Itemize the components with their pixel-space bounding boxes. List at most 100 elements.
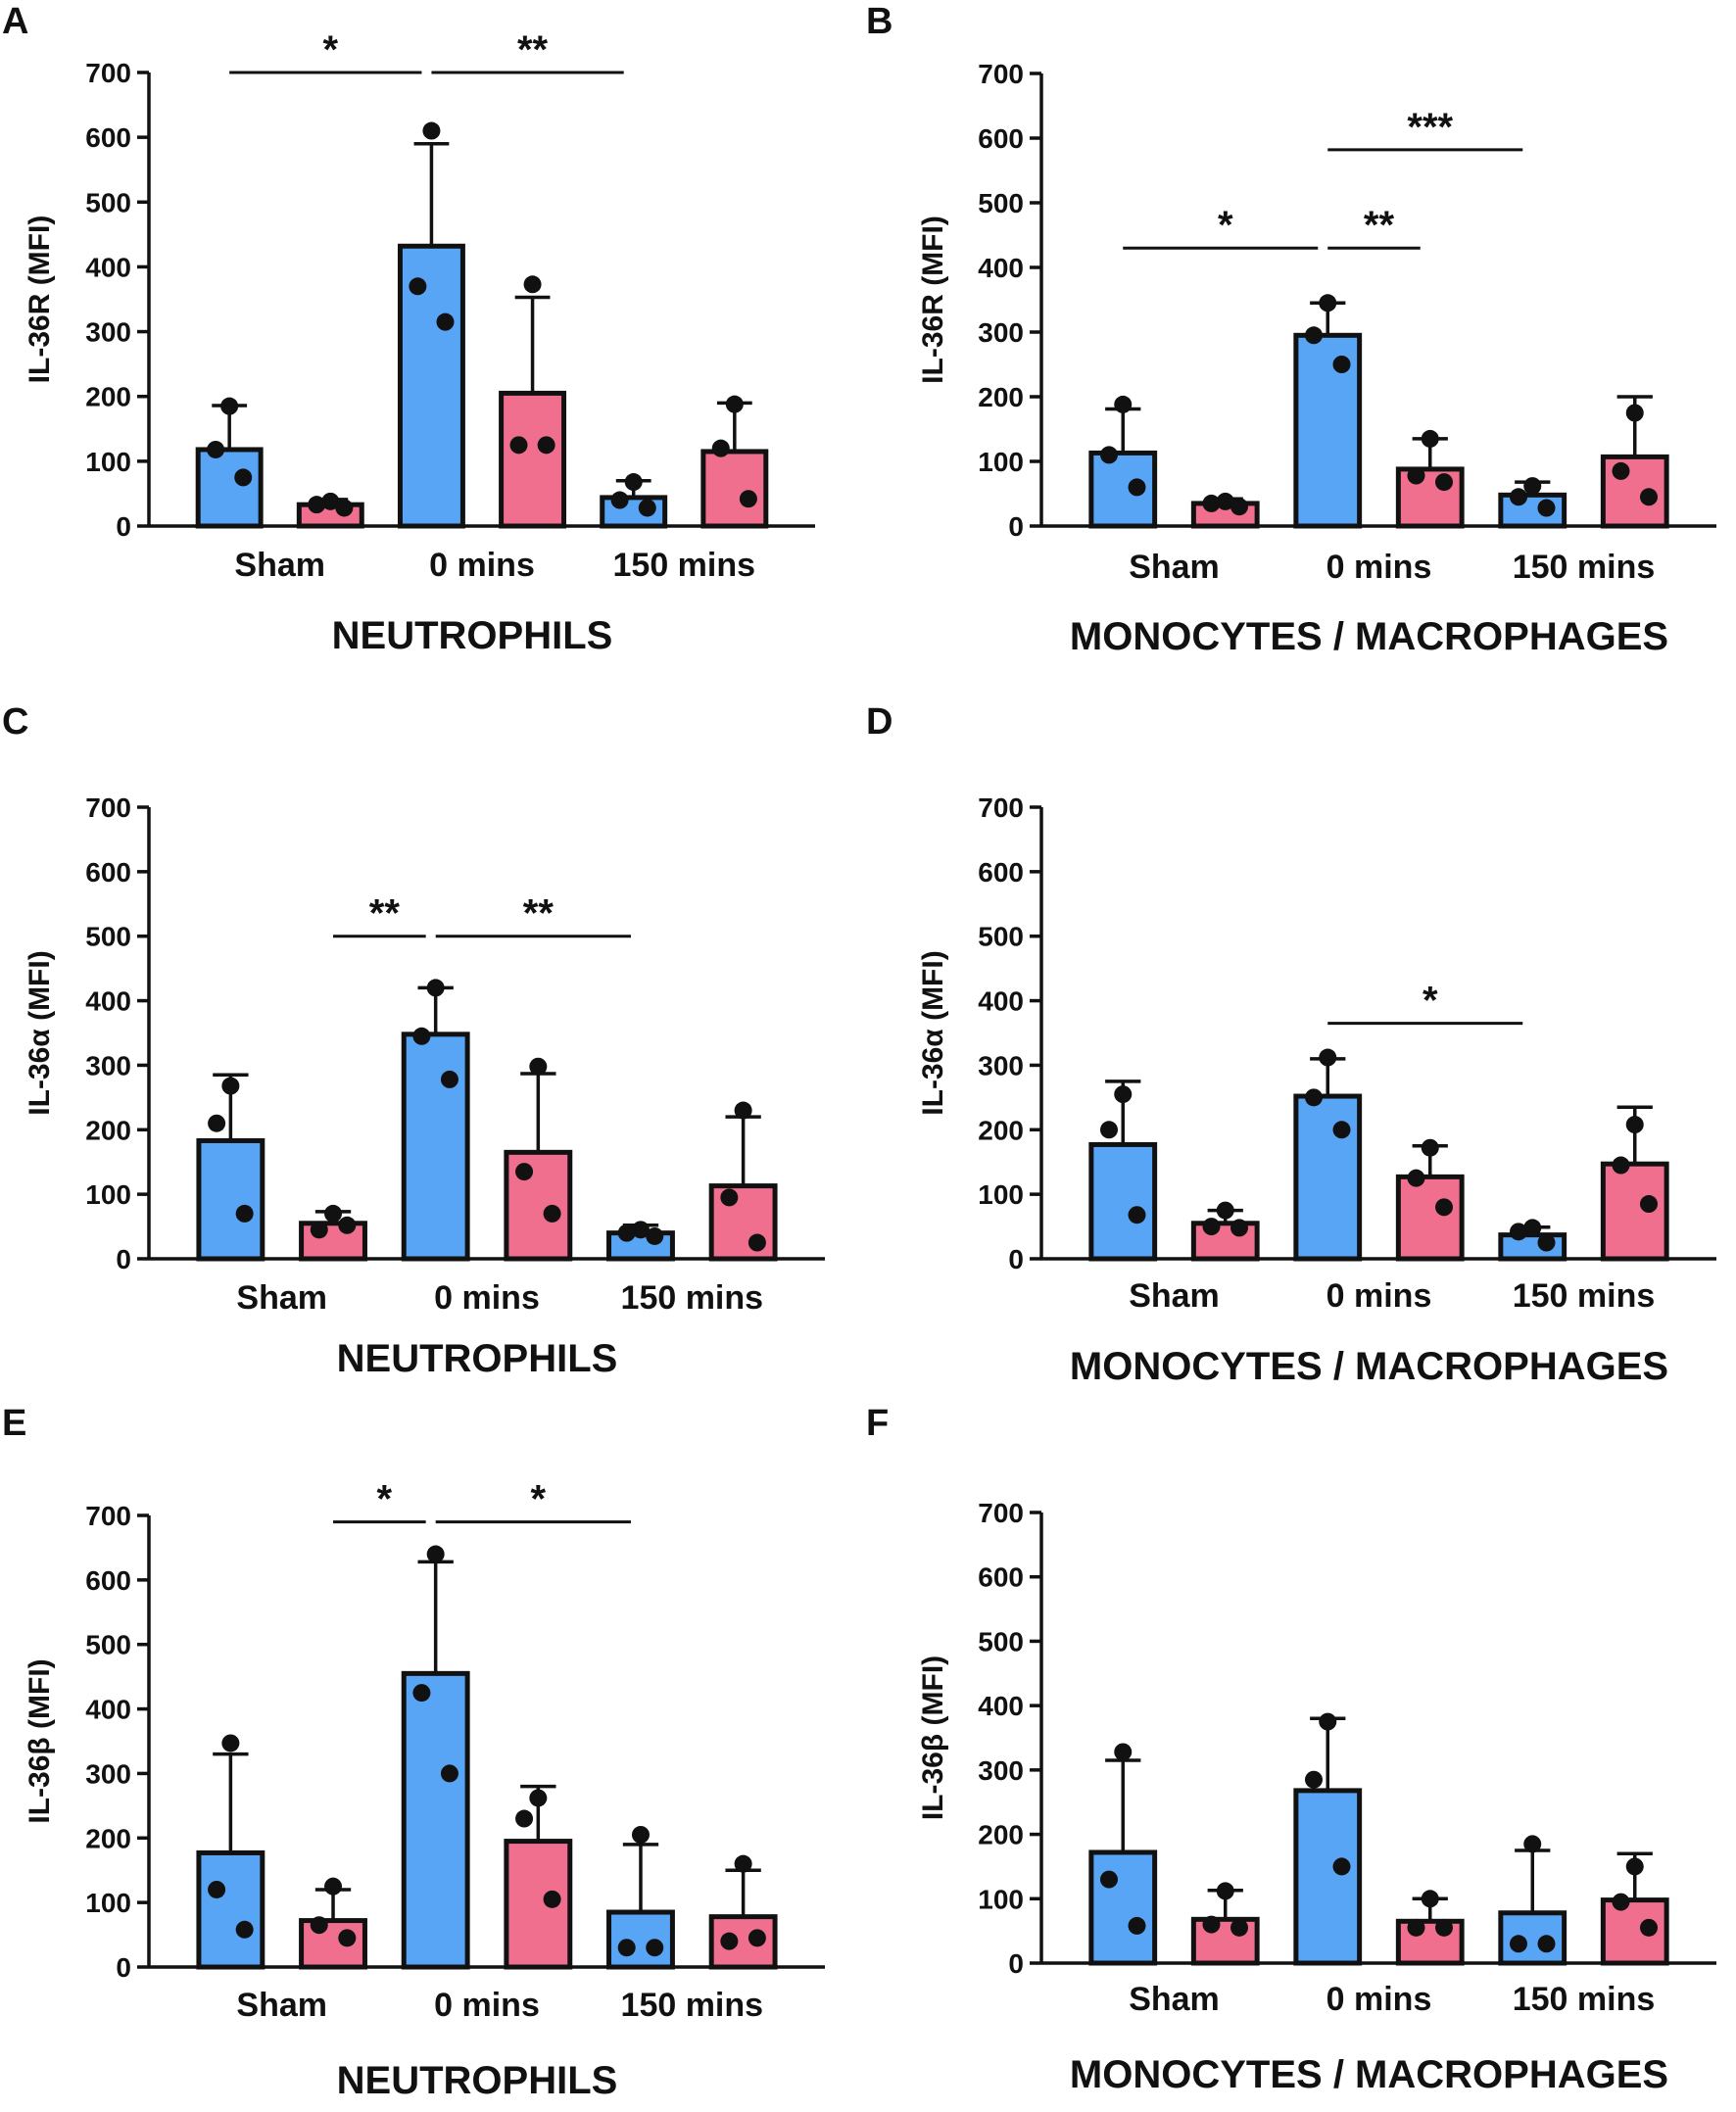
data-point: [207, 440, 225, 458]
bar-blue: [1293, 332, 1363, 529]
data-point: [1537, 499, 1556, 517]
data-point: [720, 1188, 739, 1207]
category-label: Sham: [236, 1279, 327, 1317]
category-label: Sham: [236, 1987, 327, 2024]
data-point: [1230, 1219, 1249, 1237]
data-point: [529, 1789, 548, 1807]
bar-blue: [1293, 1093, 1363, 1262]
data-point: [1319, 1712, 1337, 1731]
panel-letter: F: [866, 1403, 889, 1444]
y-tick-label: 600: [978, 1562, 1024, 1593]
category-label: Sham: [1129, 549, 1220, 586]
bar-pink: [700, 449, 769, 529]
data-point: [412, 1027, 431, 1045]
bar-blue: [1498, 1232, 1567, 1262]
category-label: Sham: [234, 547, 325, 584]
data-point: [412, 1684, 431, 1703]
y-tick-label: 500: [85, 922, 131, 952]
y-tick-label: 400: [85, 252, 131, 282]
data-point: [1612, 461, 1630, 480]
data-point: [624, 473, 643, 492]
significance-star: **: [1364, 204, 1395, 247]
bar-blue: [1088, 1141, 1158, 1262]
y-tick-label: 300: [85, 1050, 131, 1080]
y-tick-label: 500: [85, 1630, 131, 1660]
category-label: 150 mins: [613, 547, 756, 584]
y-tick-label: 500: [978, 922, 1024, 952]
x-axis-title: MONOCYTES / MACROPHAGES: [1070, 1345, 1668, 1388]
data-point: [235, 1204, 254, 1223]
data-point: [1319, 1048, 1337, 1067]
category-label: 0 mins: [434, 1279, 540, 1317]
y-tick-label: 600: [85, 1565, 131, 1596]
data-point: [221, 1077, 240, 1095]
y-tick-label: 100: [85, 447, 131, 477]
y-tick-label: 200: [85, 1115, 131, 1145]
y-tick-label: 500: [978, 1626, 1024, 1656]
data-point: [1332, 1121, 1351, 1139]
data-point: [422, 121, 441, 140]
y-tick-label: 300: [978, 317, 1024, 348]
data-point: [1509, 488, 1527, 506]
y-tick-label: 400: [978, 1691, 1024, 1721]
y-tick-label: 0: [1008, 1948, 1024, 1979]
data-point: [221, 1734, 240, 1752]
data-point: [1639, 488, 1658, 506]
y-tick-label: 600: [978, 123, 1024, 154]
data-point: [1612, 1156, 1630, 1175]
data-point: [1639, 1195, 1658, 1214]
data-point: [324, 1877, 343, 1896]
significance-star: *: [531, 1478, 547, 1521]
data-point: [1100, 1121, 1119, 1139]
y-tick-label: 200: [978, 1820, 1024, 1850]
data-point: [725, 395, 744, 413]
bar-blue: [401, 1670, 470, 1970]
data-point: [543, 1204, 561, 1223]
data-point: [321, 492, 340, 510]
data-point: [335, 499, 354, 517]
y-tick-label: 0: [116, 1244, 131, 1274]
data-point: [1230, 498, 1249, 516]
data-point: [1537, 1935, 1556, 1953]
data-point: [1421, 429, 1439, 448]
y-tick-label: 0: [116, 1952, 131, 1983]
data-point: [1216, 492, 1234, 510]
data-point: [1202, 1915, 1221, 1934]
significance-star: *: [1423, 980, 1438, 1023]
data-point: [739, 490, 757, 508]
data-point: [1625, 1116, 1644, 1134]
data-point: [1216, 1201, 1234, 1220]
panel-a: A 0 100 200 300 400 500 600 700 IL-36R (MFI) Sham 0…: [2, 1, 815, 657]
data-point: [1128, 1916, 1146, 1935]
y-tick-label: 200: [85, 1823, 131, 1853]
bar-pink: [499, 390, 567, 529]
bar-blue: [401, 1032, 470, 1262]
y-tick-label: 700: [978, 1498, 1024, 1528]
category-label: Sham: [1129, 1981, 1220, 2018]
data-point: [1128, 478, 1146, 497]
y-tick-label: 200: [978, 1115, 1024, 1145]
category-label: 0 mins: [434, 1987, 540, 2024]
data-point: [208, 1880, 226, 1898]
category-label: 0 mins: [1326, 1981, 1432, 2018]
significance-star: *: [377, 1478, 393, 1521]
x-axis-title: NEUTROPHILS: [337, 1337, 618, 1380]
y-tick-label: 400: [978, 986, 1024, 1017]
panel-letter: B: [866, 1, 892, 42]
data-point: [310, 1221, 328, 1239]
data-point: [1202, 494, 1221, 512]
y-tick-label: 500: [85, 187, 131, 217]
y-tick-label: 100: [978, 447, 1024, 477]
y-tick-label: 600: [85, 122, 131, 153]
data-point: [1435, 473, 1454, 492]
y-tick-label: 300: [978, 1050, 1024, 1080]
data-point: [338, 1216, 357, 1234]
y-tick-label: 400: [85, 986, 131, 1017]
panel-e: E 0 100 200 300 400 500 600 700 IL-36β (MFI) Sham 0…: [2, 1403, 825, 2102]
data-point: [537, 436, 555, 455]
data-point: [220, 397, 239, 415]
data-point: [509, 436, 528, 455]
y-tick-label: 100: [978, 1179, 1024, 1210]
data-point: [1612, 1893, 1630, 1911]
category-label: Sham: [1129, 1277, 1220, 1315]
